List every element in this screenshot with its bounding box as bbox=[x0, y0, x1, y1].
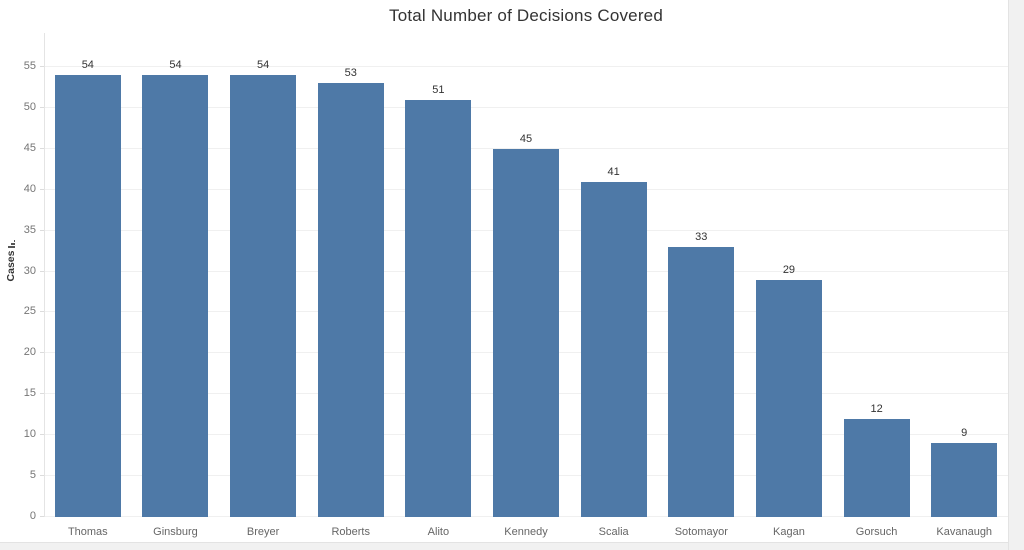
category-label-kagan[interactable]: Kagan bbox=[773, 526, 805, 538]
category-label-ginsburg[interactable]: Ginsburg bbox=[153, 526, 198, 538]
bar-kennedy[interactable] bbox=[493, 149, 560, 517]
bar-ginsburg[interactable] bbox=[142, 75, 209, 517]
y-tick-label: 35 bbox=[23, 224, 36, 236]
category-label-roberts[interactable]: Roberts bbox=[331, 526, 370, 538]
bar-slot: 9 bbox=[920, 33, 1008, 517]
bar-kavanaugh[interactable] bbox=[931, 443, 998, 517]
y-tick-label: 5 bbox=[29, 469, 36, 481]
category-label-thomas[interactable]: Thomas bbox=[67, 526, 108, 538]
bar-value-label: 29 bbox=[782, 264, 796, 276]
y-tick-label: 20 bbox=[23, 346, 36, 358]
category-label-breyer[interactable]: Breyer bbox=[246, 526, 280, 538]
y-tick-mark bbox=[40, 475, 44, 476]
bar-breyer[interactable] bbox=[230, 75, 297, 517]
y-axis: 0 5 10 15 20 25 30 35 40 45 50 55 bbox=[0, 33, 44, 522]
y-tick-mark bbox=[40, 393, 44, 394]
gridline bbox=[45, 148, 1008, 149]
sort-descending-bars-icon[interactable] bbox=[7, 239, 16, 248]
y-tick-label: 30 bbox=[23, 265, 36, 277]
y-tick-mark bbox=[40, 311, 44, 312]
y-tick-label: 45 bbox=[23, 142, 36, 154]
y-tick-label: 40 bbox=[23, 183, 36, 195]
y-tick-label: 15 bbox=[23, 387, 36, 399]
category-label-sotomayor[interactable]: Sotomayor bbox=[674, 526, 728, 538]
bar-value-label: 33 bbox=[695, 231, 708, 243]
bar-gorsuch[interactable] bbox=[843, 419, 910, 517]
y-axis-title[interactable]: Cases bbox=[3, 225, 19, 295]
bar-slot: 29 bbox=[745, 33, 833, 517]
bar-slot: 33 bbox=[657, 33, 745, 517]
category-label-kavanaugh[interactable]: Kavanaugh bbox=[936, 526, 993, 538]
bar-slot: 54 bbox=[219, 33, 307, 517]
y-tick-mark bbox=[40, 352, 44, 353]
bar-alito[interactable] bbox=[405, 100, 472, 517]
bar-slot: 45 bbox=[482, 33, 570, 517]
y-tick-label: 25 bbox=[23, 305, 36, 317]
bar-kagan[interactable] bbox=[755, 280, 822, 517]
bar-value-label: 54 bbox=[81, 59, 94, 71]
chart-title: Total Number of Decisions Covered bbox=[389, 6, 663, 25]
y-tick-mark bbox=[40, 230, 44, 231]
y-tick-label: 55 bbox=[23, 60, 36, 72]
bar-value-label: 54 bbox=[256, 59, 270, 71]
y-tick-mark bbox=[40, 107, 44, 108]
gridline bbox=[45, 107, 1008, 108]
y-tick-label: 0 bbox=[29, 510, 36, 522]
gridline bbox=[45, 66, 1008, 67]
horizontal-scrollbar-track[interactable] bbox=[0, 542, 1008, 550]
bar-value-label: 41 bbox=[607, 166, 620, 178]
y-tick-label: 50 bbox=[23, 101, 36, 113]
bar-scalia[interactable] bbox=[580, 182, 647, 517]
bar-value-label: 12 bbox=[870, 403, 883, 415]
y-tick-mark bbox=[40, 189, 44, 190]
bar-slot: 53 bbox=[307, 33, 395, 517]
y-tick-mark bbox=[40, 434, 44, 435]
chart: 54 54 54 53 51 45 41 33 29 12 9 bbox=[44, 33, 1008, 517]
y-tick-mark bbox=[40, 516, 44, 517]
x-axis: Thomas Ginsburg Breyer Roberts Alito Kennedy S… bbox=[44, 521, 1008, 541]
bar-thomas[interactable] bbox=[54, 75, 121, 517]
bar-slot: 54 bbox=[44, 33, 132, 517]
bar-value-label: 45 bbox=[519, 133, 533, 145]
bars-container: 54 54 54 53 51 45 41 33 29 12 9 bbox=[44, 33, 1008, 517]
bar-value-label: 9 bbox=[961, 427, 968, 439]
bar-roberts[interactable] bbox=[317, 83, 384, 517]
category-label-kennedy[interactable]: Kennedy bbox=[504, 526, 548, 538]
bar-slot: 54 bbox=[132, 33, 220, 517]
category-label-scalia[interactable]: Scalia bbox=[598, 526, 629, 538]
category-label-alito[interactable]: Alito bbox=[427, 526, 450, 538]
bar-slot: 12 bbox=[833, 33, 921, 517]
bar-slot: 51 bbox=[395, 33, 483, 517]
bar-slot: 41 bbox=[570, 33, 658, 517]
bar-value-label: 53 bbox=[344, 67, 357, 79]
y-tick-mark bbox=[40, 148, 44, 149]
bar-value-label: 54 bbox=[169, 59, 182, 71]
category-label-gorsuch[interactable]: Gorsuch bbox=[855, 526, 898, 538]
bar-sotomayor[interactable] bbox=[668, 247, 735, 517]
y-tick-mark bbox=[40, 271, 44, 272]
vertical-scrollbar-track[interactable] bbox=[1008, 0, 1024, 550]
y-tick-label: 10 bbox=[23, 428, 36, 440]
bar-value-label: 51 bbox=[432, 84, 445, 96]
y-tick-mark bbox=[40, 66, 44, 67]
